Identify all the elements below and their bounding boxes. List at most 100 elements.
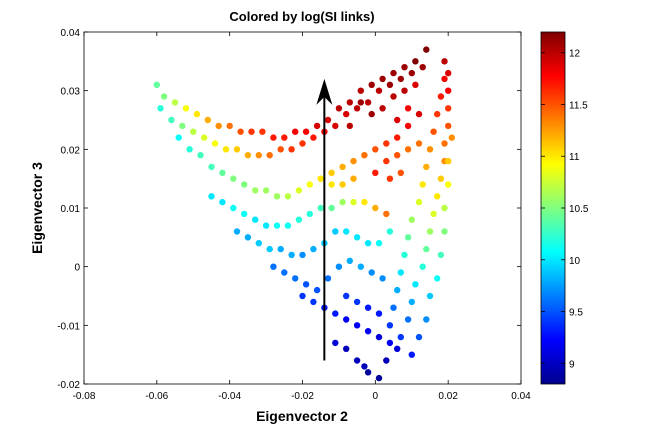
- data-point: [252, 187, 259, 194]
- data-point: [346, 99, 353, 106]
- data-point: [445, 69, 452, 77]
- data-point: [270, 263, 277, 270]
- data-point: [226, 122, 233, 130]
- data-point: [394, 345, 401, 352]
- data-point: [346, 257, 353, 264]
- x-tick-label: 0.02: [438, 391, 458, 402]
- data-point: [343, 345, 350, 352]
- data-point: [277, 146, 284, 153]
- data-point: [383, 140, 390, 147]
- data-point: [386, 322, 394, 329]
- data-point: [434, 110, 441, 118]
- data-point: [430, 210, 437, 218]
- data-point: [306, 210, 313, 218]
- data-point: [375, 374, 383, 382]
- data-point: [171, 99, 179, 106]
- scatter-points: [153, 46, 455, 382]
- data-point: [219, 198, 226, 206]
- y-tick-label: 0: [74, 263, 80, 274]
- data-point: [386, 175, 394, 182]
- data-point: [437, 93, 445, 100]
- data-point: [262, 187, 270, 194]
- y-tick-label: 0.02: [61, 145, 81, 156]
- data-point: [415, 198, 423, 206]
- data-point: [364, 240, 372, 247]
- data-point: [328, 181, 335, 188]
- data-point: [201, 134, 208, 141]
- data-point: [302, 281, 310, 288]
- data-point: [175, 134, 182, 141]
- data-point: [208, 163, 215, 171]
- data-point: [328, 169, 335, 176]
- data-point: [445, 157, 452, 165]
- data-point: [284, 193, 292, 200]
- data-point: [401, 251, 408, 259]
- colorbar-tick-label: 10: [569, 256, 581, 267]
- data-point: [335, 105, 343, 112]
- data-point: [445, 87, 452, 94]
- data-point: [215, 122, 222, 130]
- data-point: [335, 263, 343, 270]
- data-point: [353, 298, 361, 306]
- data-point: [339, 198, 346, 206]
- y-axis-label: Eigenvector 3: [29, 162, 45, 254]
- data-point: [408, 69, 415, 77]
- data-point: [408, 216, 415, 223]
- data-point: [281, 134, 288, 141]
- y-axis-ticks: -0.02 -0.01 0 0.01 0.02 0.03 0.04: [57, 28, 521, 391]
- data-point: [423, 316, 430, 323]
- data-point: [190, 128, 197, 135]
- data-point: [441, 75, 448, 83]
- data-point: [441, 140, 448, 147]
- data-point: [390, 69, 397, 77]
- data-point: [241, 181, 248, 188]
- data-point: [372, 204, 379, 212]
- data-point: [419, 181, 426, 188]
- data-point: [343, 292, 350, 300]
- data-point: [441, 228, 448, 235]
- data-point: [379, 105, 386, 112]
- data-point: [277, 245, 284, 253]
- data-point: [404, 234, 412, 241]
- data-point: [204, 116, 211, 124]
- data-point: [299, 140, 306, 147]
- x-tick-label: -0.04: [218, 391, 241, 402]
- data-point: [332, 228, 339, 235]
- chart-title: Colored by log(SI links): [229, 9, 374, 24]
- data-point: [241, 210, 248, 218]
- data-point: [168, 116, 175, 124]
- data-point: [160, 93, 168, 100]
- data-point: [313, 122, 321, 130]
- data-point: [284, 222, 292, 229]
- data-point: [299, 251, 306, 259]
- data-point: [394, 152, 401, 159]
- data-point: [390, 93, 397, 100]
- data-point: [317, 175, 324, 182]
- data-point: [390, 304, 397, 311]
- data-point: [423, 245, 430, 253]
- arrow-head: [316, 78, 333, 105]
- data-point: [237, 128, 244, 135]
- data-point: [415, 140, 423, 147]
- data-point: [372, 169, 379, 176]
- data-point: [423, 163, 430, 171]
- x-axis-label: Eigenvector 2: [256, 408, 348, 424]
- colorbar-ticks: 9 9.5 10 10.5 11 11.5 12: [541, 49, 589, 370]
- data-point: [375, 333, 383, 341]
- data-point: [397, 333, 404, 341]
- colorbar-tick-label: 11: [569, 152, 580, 163]
- data-point: [313, 286, 321, 294]
- data-point: [404, 105, 412, 112]
- data-point: [404, 316, 412, 323]
- data-point: [441, 58, 448, 65]
- data-point: [434, 193, 441, 200]
- x-tick-label: -0.06: [145, 391, 168, 402]
- data-point: [412, 81, 419, 89]
- data-point: [397, 269, 404, 276]
- y-tick-label: -0.01: [57, 321, 80, 332]
- data-point: [426, 146, 434, 153]
- data-point: [383, 357, 390, 364]
- data-point: [357, 263, 364, 270]
- data-point: [255, 240, 262, 247]
